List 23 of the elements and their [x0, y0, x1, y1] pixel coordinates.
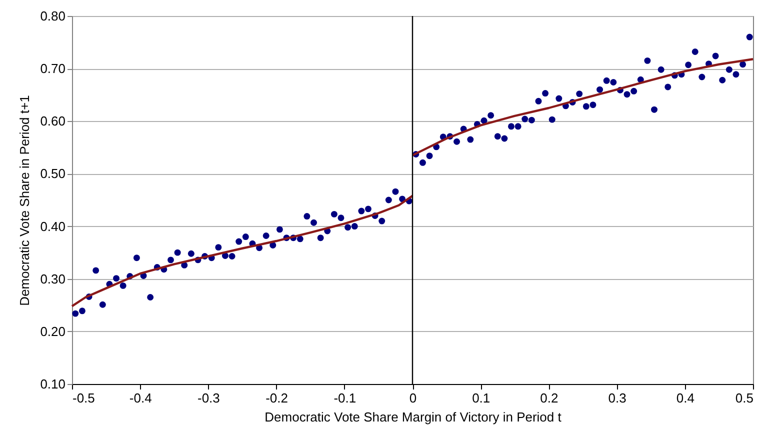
x-tick-label: 0.4 [676, 390, 694, 406]
y-tick-label: 0.60 [40, 114, 66, 129]
x-tick-label: 0 [409, 390, 417, 406]
x-tick-label: -0.2 [266, 390, 288, 406]
y-tick-label: 0.70 [40, 61, 66, 76]
x-axis-title: Democratic Vote Share Margin of Victory in Period t [264, 410, 562, 424]
x-tick-label: 0.2 [540, 390, 558, 406]
line-series [411, 58, 754, 156]
x-tick-label: -0.4 [129, 390, 152, 406]
x-tick-label: -0.1 [334, 390, 356, 406]
y-tick-label: 0.10 [40, 376, 66, 392]
x-tick-label: 0.5 [735, 390, 754, 406]
y-axis-title: Democratic Vote Share in Period t+1 [17, 95, 32, 306]
y-tick-label: 0.50 [40, 166, 66, 182]
line-series [70, 194, 414, 308]
y-tick-label: 0.30 [40, 271, 66, 286]
x-tick-label: -0.3 [197, 390, 220, 406]
x-tick-label: -0.5 [72, 390, 95, 406]
y-tick-label: 0.40 [40, 218, 66, 234]
y-tick-label: 0.20 [40, 324, 66, 339]
x-tick-label: 0.1 [472, 390, 490, 406]
y-tick-label: 0.80 [40, 8, 66, 24]
x-tick-label: 0.3 [608, 390, 626, 406]
